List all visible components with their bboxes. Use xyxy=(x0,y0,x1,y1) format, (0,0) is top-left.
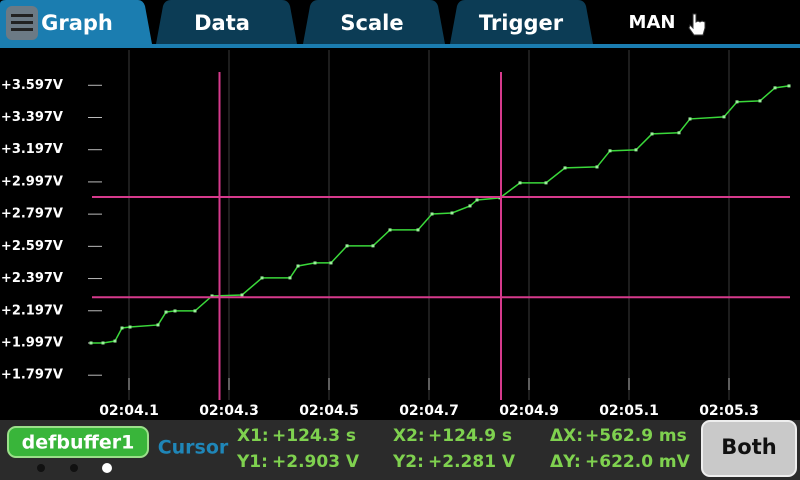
tab[interactable] xyxy=(303,0,445,44)
x-tick-label: 02:04.1 xyxy=(99,403,159,419)
tab-label[interactable]: Scale xyxy=(340,11,403,35)
data-point xyxy=(787,84,791,88)
y-tick-label: +1.797V xyxy=(1,368,63,383)
cursor-label: Cursor xyxy=(158,437,229,459)
x-tick-label: 02:04.3 xyxy=(199,403,259,419)
data-point xyxy=(475,198,479,202)
data-point xyxy=(240,293,244,297)
data-point xyxy=(388,228,392,232)
page-dot xyxy=(102,463,112,473)
menu-icon xyxy=(11,14,33,17)
x-tick-label: 02:05.3 xyxy=(699,403,759,419)
menu-icon xyxy=(11,28,33,31)
data-point xyxy=(128,325,132,329)
readout-value: +622.0 mV xyxy=(585,452,691,472)
both-button[interactable] xyxy=(701,420,797,477)
tab-label[interactable]: Graph xyxy=(41,11,113,35)
data-point xyxy=(288,276,292,280)
plot-area xyxy=(90,50,790,400)
data-point xyxy=(164,310,168,314)
data-point xyxy=(260,276,264,280)
data-point xyxy=(296,264,300,268)
data-point xyxy=(722,115,726,119)
data-point xyxy=(113,339,117,343)
mode-label[interactable]: MAN xyxy=(629,12,676,33)
x-tick-label: 02:04.5 xyxy=(299,403,359,419)
tab-underline xyxy=(0,44,800,48)
data-point xyxy=(773,86,777,90)
readout-label: Y2: xyxy=(392,452,424,472)
buffer-button[interactable] xyxy=(7,426,149,458)
readout-value: +124.3 s xyxy=(272,426,356,446)
y-tick-label: +1.997V xyxy=(1,335,63,350)
page-dot xyxy=(70,464,78,472)
readout-label: X2: xyxy=(393,426,425,446)
data-point xyxy=(173,309,177,313)
readout-label: ΔX: xyxy=(550,426,583,446)
data-point xyxy=(518,181,522,185)
readout-value: +2.903 V xyxy=(272,452,360,472)
x-tick-label: 02:05.1 xyxy=(599,403,659,419)
data-point xyxy=(735,100,739,104)
hand-icon xyxy=(688,13,706,36)
data-point xyxy=(120,326,124,330)
readout-label: Y1: xyxy=(236,452,268,472)
y-tick-label: +2.997V xyxy=(1,174,63,189)
y-tick-label: +3.397V xyxy=(1,110,63,125)
x-tick-label: 02:04.7 xyxy=(399,403,459,419)
data-point xyxy=(416,228,420,232)
data-point xyxy=(650,132,654,136)
tab-label[interactable]: Data xyxy=(194,11,250,35)
data-point xyxy=(450,211,454,215)
readout-value: +562.9 ms xyxy=(585,426,687,446)
data-point xyxy=(430,212,434,216)
page-dot xyxy=(37,464,45,472)
data-point xyxy=(89,341,93,345)
plot: 02:04.1 02:04.3 02:04.5 02:04.7 02:04.9 02:05… xyxy=(1,50,791,419)
data-point xyxy=(634,148,638,152)
y-tick-label: +3.597V xyxy=(1,78,63,93)
x-tick-label: 02:04.9 xyxy=(499,403,559,419)
readout-value: +2.281 V xyxy=(428,452,516,472)
data-point xyxy=(313,261,317,265)
data-point xyxy=(193,309,197,313)
button-label[interactable]: Both xyxy=(721,435,776,459)
tab[interactable] xyxy=(156,0,297,44)
data-point xyxy=(468,204,472,208)
data-point xyxy=(371,244,375,248)
readout-value: +124.9 s xyxy=(428,426,512,446)
data-point xyxy=(156,323,160,327)
data-point xyxy=(677,131,681,135)
tab[interactable] xyxy=(450,0,593,44)
y-tick-label: +2.197V xyxy=(1,303,63,318)
readout-label: ΔY: xyxy=(550,452,581,472)
y-tick-label: +2.597V xyxy=(1,239,63,254)
data-point xyxy=(329,261,333,265)
y-tick-label: +2.397V xyxy=(1,271,63,286)
data-point xyxy=(210,294,214,298)
y-tick-label: +2.797V xyxy=(1,207,63,222)
data-point xyxy=(345,244,349,248)
tab-label[interactable]: Trigger xyxy=(479,11,564,35)
y-tick-label: +3.197V xyxy=(1,142,63,157)
data-point xyxy=(688,117,692,121)
data-point xyxy=(595,165,599,169)
buffer-label[interactable]: defbuffer1 xyxy=(22,432,135,454)
data-point xyxy=(608,149,612,153)
data-point xyxy=(563,166,567,170)
data-point xyxy=(544,181,548,185)
data-point xyxy=(758,99,762,103)
menu-icon xyxy=(11,21,33,24)
data-point xyxy=(101,341,105,345)
readout-label: X1: xyxy=(237,426,269,446)
